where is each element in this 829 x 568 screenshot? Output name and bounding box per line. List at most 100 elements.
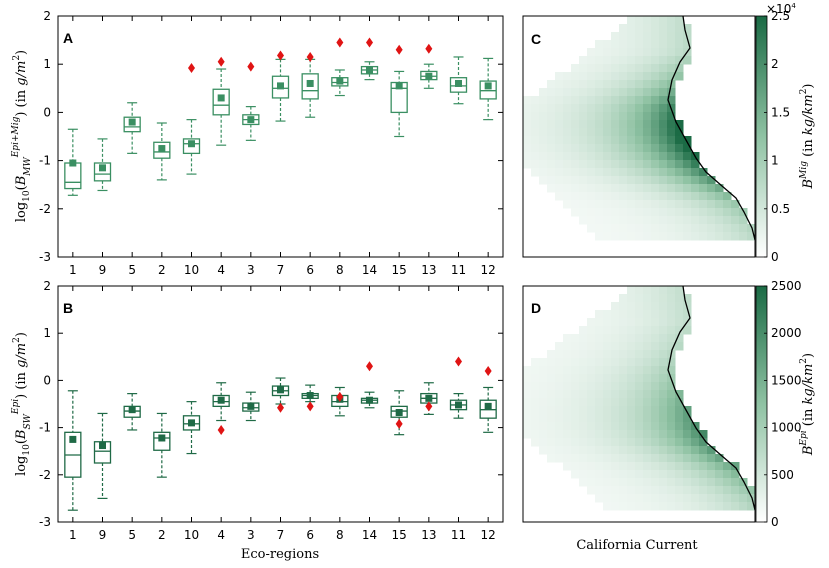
mean-marker [158, 145, 166, 153]
panel-c-coastline [667, 16, 755, 241]
heatmap-cell [651, 56, 660, 65]
outlier-marker [306, 401, 314, 412]
heatmap-cell [539, 390, 548, 399]
heatmap-cell [531, 366, 540, 375]
y-tick-label: -1 [39, 421, 51, 435]
heatmap-cell [667, 390, 676, 399]
heatmap-cell [619, 438, 628, 447]
heatmap-cell [619, 72, 628, 81]
heatmap-cell [643, 502, 652, 511]
heatmap-cell [691, 486, 700, 495]
heatmap-cell [659, 494, 668, 503]
heatmap-cell [675, 48, 684, 57]
heatmap-cell [619, 224, 628, 233]
heatmap-cell [555, 144, 564, 153]
heatmap-cell [571, 80, 580, 89]
heatmap-cell [643, 232, 652, 241]
heatmap-cell [643, 478, 652, 487]
x-tick-label: 13 [421, 263, 436, 277]
heatmap-cell [555, 390, 564, 399]
heatmap-cell [555, 112, 564, 121]
heatmap-cell [659, 32, 668, 41]
heatmap-cell [579, 350, 588, 359]
heatmap-cell [643, 366, 652, 375]
x-tick-label: 11 [451, 263, 466, 277]
heatmap-cell [651, 446, 660, 455]
colorbar-tick-label: 2500 [771, 279, 802, 293]
heatmap-cell [587, 160, 596, 169]
heatmap-cell [603, 120, 612, 129]
heatmap-cell [595, 462, 604, 471]
heatmap-cell [675, 422, 684, 431]
heatmap-cell [579, 358, 588, 367]
heatmap-cell [643, 382, 652, 391]
heatmap-cell [579, 136, 588, 145]
heatmap-cell [643, 216, 652, 225]
heatmap-cell [691, 494, 700, 503]
y-tick-label: 2 [43, 9, 51, 23]
heatmap-cell [587, 224, 596, 233]
heatmap-cell [659, 88, 668, 97]
heatmap-cell [659, 462, 668, 471]
heatmap-cell [707, 192, 716, 201]
heatmap-cell [683, 294, 692, 303]
heatmap-cell [595, 64, 604, 73]
x-tick-label: 7 [277, 263, 285, 277]
heatmap-cell [571, 390, 580, 399]
heatmap-cell [571, 144, 580, 153]
x-tick-label: 5 [128, 528, 136, 542]
heatmap-cell [523, 422, 532, 431]
heatmap-cell [667, 160, 676, 169]
heatmap-cell [603, 494, 612, 503]
heatmap-cell [675, 286, 684, 295]
heatmap-cell [683, 40, 692, 49]
heatmap-cell [659, 286, 668, 295]
heatmap-cell [579, 184, 588, 193]
x-tick-label: 12 [481, 263, 496, 277]
heatmap-cell [563, 382, 572, 391]
heatmap-cell [651, 486, 660, 495]
heatmap-cell [555, 406, 564, 415]
heatmap-cell [555, 184, 564, 193]
mean-marker [336, 77, 344, 85]
heatmap-cell [603, 502, 612, 511]
heatmap-cell [595, 414, 604, 423]
heatmap-cell [611, 318, 620, 327]
heatmap-cell [539, 414, 548, 423]
heatmap-cell [675, 152, 684, 161]
heatmap-cell [627, 430, 636, 439]
mean-marker [306, 392, 314, 400]
heatmap-cell [627, 16, 636, 25]
heatmap-cell [667, 184, 676, 193]
heatmap-cell [579, 462, 588, 471]
heatmap-cell [659, 438, 668, 447]
heatmap-cell [635, 382, 644, 391]
panel-b-y-label: log10(BSWEpi) (in g/m2) [11, 332, 33, 476]
heatmap-cell [571, 406, 580, 415]
mean-marker [366, 66, 373, 74]
heatmap-cell [627, 104, 636, 113]
heatmap-cell [627, 478, 636, 487]
heatmap-cell [683, 414, 692, 423]
iqr-box [93, 162, 112, 182]
heatmap-cell [571, 152, 580, 161]
heatmap-cell [659, 430, 668, 439]
heatmap-cell [723, 216, 732, 225]
box-eco-region-5 [123, 102, 141, 154]
heatmap-cell [563, 374, 572, 383]
heatmap-cell [611, 414, 620, 423]
heatmap-cell [659, 144, 668, 153]
heatmap-cell [595, 310, 604, 319]
heatmap-cell [651, 216, 660, 225]
box-eco-region-12 [479, 57, 497, 121]
heatmap-cell [587, 398, 596, 407]
heatmap-cell [595, 80, 604, 89]
heatmap-cell [571, 350, 580, 359]
heatmap-cell [731, 216, 740, 225]
heatmap-cell [683, 168, 692, 177]
heatmap-cell [707, 216, 716, 225]
heatmap-cell [691, 168, 700, 177]
heatmap-cell [619, 454, 628, 463]
heatmap-cell [563, 176, 572, 185]
heatmap-cell [619, 48, 628, 57]
